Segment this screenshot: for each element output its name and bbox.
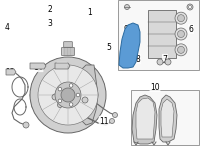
Circle shape bbox=[58, 102, 63, 107]
Circle shape bbox=[58, 87, 62, 91]
Text: 7: 7 bbox=[163, 55, 167, 64]
Circle shape bbox=[175, 44, 187, 56]
Circle shape bbox=[175, 28, 187, 40]
Circle shape bbox=[175, 12, 187, 24]
Text: 1: 1 bbox=[88, 7, 92, 16]
Text: 12: 12 bbox=[57, 62, 67, 71]
Polygon shape bbox=[6, 69, 16, 75]
Circle shape bbox=[61, 88, 75, 102]
Polygon shape bbox=[82, 65, 98, 125]
Circle shape bbox=[23, 122, 29, 128]
Text: 4: 4 bbox=[5, 22, 9, 31]
Text: 6: 6 bbox=[189, 25, 193, 34]
Polygon shape bbox=[55, 63, 70, 69]
Text: 11: 11 bbox=[99, 117, 109, 126]
Polygon shape bbox=[30, 63, 46, 69]
Circle shape bbox=[52, 94, 58, 100]
Polygon shape bbox=[132, 95, 157, 144]
Circle shape bbox=[188, 5, 192, 9]
Circle shape bbox=[76, 93, 80, 97]
Text: 3: 3 bbox=[48, 19, 52, 27]
Circle shape bbox=[55, 82, 81, 108]
Text: 10: 10 bbox=[150, 82, 160, 91]
Polygon shape bbox=[159, 95, 177, 142]
Circle shape bbox=[113, 112, 118, 117]
Circle shape bbox=[30, 57, 106, 133]
Circle shape bbox=[178, 15, 184, 22]
FancyBboxPatch shape bbox=[64, 42, 72, 47]
Circle shape bbox=[178, 46, 184, 53]
Text: 2: 2 bbox=[48, 5, 52, 14]
Circle shape bbox=[82, 97, 88, 103]
FancyBboxPatch shape bbox=[62, 47, 75, 56]
Circle shape bbox=[187, 4, 193, 10]
Polygon shape bbox=[161, 99, 174, 137]
Text: 5: 5 bbox=[107, 42, 111, 51]
Circle shape bbox=[110, 118, 115, 123]
Circle shape bbox=[69, 103, 73, 106]
Circle shape bbox=[124, 5, 130, 10]
Text: 13: 13 bbox=[5, 67, 15, 76]
Polygon shape bbox=[119, 23, 140, 68]
Text: 8: 8 bbox=[136, 55, 140, 64]
Polygon shape bbox=[30, 69, 50, 123]
Polygon shape bbox=[136, 98, 155, 139]
FancyBboxPatch shape bbox=[148, 10, 176, 58]
Circle shape bbox=[38, 65, 98, 125]
Circle shape bbox=[157, 59, 163, 65]
Circle shape bbox=[69, 84, 73, 87]
Text: 14: 14 bbox=[33, 62, 43, 71]
Circle shape bbox=[178, 30, 184, 37]
Circle shape bbox=[165, 59, 171, 65]
Circle shape bbox=[58, 99, 62, 103]
FancyBboxPatch shape bbox=[118, 0, 199, 70]
FancyBboxPatch shape bbox=[131, 90, 199, 145]
Text: 9: 9 bbox=[124, 25, 128, 34]
